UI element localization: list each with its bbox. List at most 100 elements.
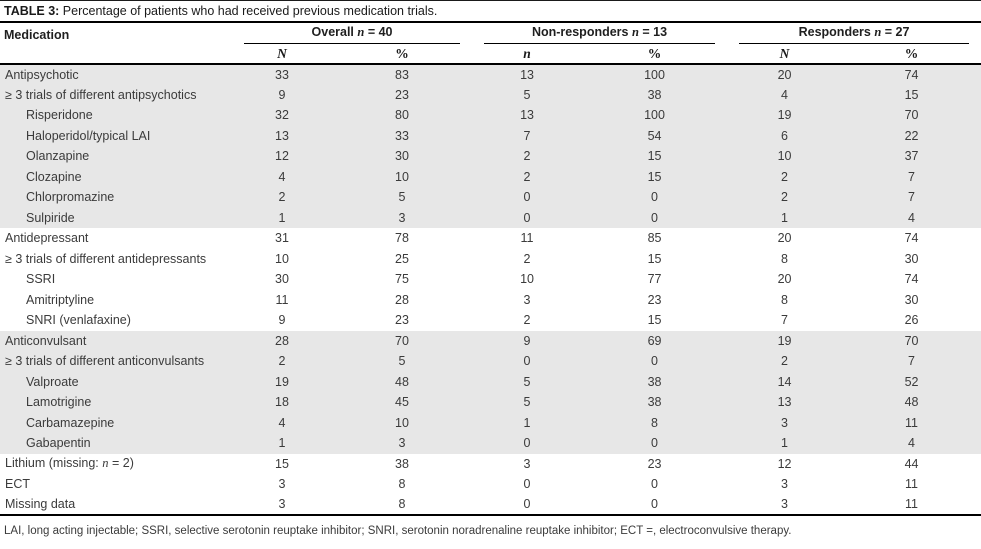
value-cell: 1 — [278, 436, 286, 451]
value-cell: 15 — [647, 251, 662, 266]
subcol-overall-N: N — [232, 44, 332, 65]
table-body: Antipsychotic 33 83 13 100 20 74 ≥ 3 trials of … — [0, 64, 981, 515]
value-cell: 70 — [904, 108, 919, 123]
value-cell: 52 — [904, 374, 919, 389]
value-cell: 3 — [523, 456, 531, 471]
value-cell: 48 — [904, 395, 919, 410]
value-cell: 2 — [523, 149, 531, 164]
value-cell: 45 — [395, 395, 409, 410]
medication-label: Lamotrigine — [26, 395, 92, 410]
value-cell: 38 — [395, 456, 409, 471]
value-cell: 11 — [905, 477, 919, 492]
value-cell: 15 — [904, 87, 919, 102]
medication-label: Sulpiride — [26, 210, 75, 225]
medication-label: Antipsychotic — [5, 67, 79, 82]
value-cell: 4 — [781, 87, 788, 102]
value-cell: 8 — [781, 292, 788, 307]
medication-label: Carbamazepine — [26, 415, 115, 430]
subcol-resp-pct: % — [842, 44, 981, 65]
value-cell: 2 — [523, 313, 531, 328]
group-resp-prefix: Responders — [798, 25, 875, 39]
value-cell: 0 — [651, 436, 658, 451]
medication-label: SSRI — [26, 272, 56, 287]
subcol-overall-pct: % — [332, 44, 473, 65]
value-cell: 13 — [777, 395, 792, 410]
table-row: Carbamazepine 4 10 1 8 3 11 — [0, 412, 981, 433]
value-cell: 1 — [523, 415, 531, 430]
subcolumn-header-row: N % n % N % — [0, 44, 981, 65]
table-title: TABLE 3: Percentage of patients who had … — [0, 0, 981, 23]
value-cell: 3 — [278, 477, 286, 492]
value-cell: 33 — [395, 128, 409, 143]
value-cell: 0 — [523, 477, 531, 492]
table-row: Antidepressant 31 78 11 85 20 74 — [0, 228, 981, 249]
table-row: ECT 3 8 0 0 3 11 — [0, 474, 981, 495]
value-cell: 3 — [781, 415, 788, 430]
value-cell: 0 — [651, 354, 658, 369]
value-cell: 80 — [395, 108, 409, 123]
table-row: Lithium (missing: n = 2) 15 38 3 23 12 44 — [0, 454, 981, 475]
medication-label: Valproate — [26, 374, 79, 389]
table-row: Anticonvulsant 28 70 9 69 19 70 — [0, 330, 981, 351]
value-cell: 28 — [395, 292, 409, 307]
value-cell: 5 — [523, 87, 531, 102]
table-row: Missing data 3 8 0 0 3 11 — [0, 495, 981, 516]
value-cell: 20 — [777, 67, 792, 82]
value-cell: 0 — [651, 477, 658, 492]
value-cell: 74 — [904, 67, 919, 82]
value-cell: 0 — [523, 190, 531, 205]
value-cell: 12 — [275, 149, 289, 164]
medication-label: ≥ 3 trials of different antipsychotics — [5, 87, 197, 102]
value-cell: 3 — [523, 292, 531, 307]
group-resp-count: = 27 — [881, 25, 910, 39]
medication-label: ≥ 3 trials of different antidepressants — [5, 251, 207, 266]
table-row: Valproate 19 48 5 38 14 52 — [0, 371, 981, 392]
value-cell: 26 — [904, 313, 919, 328]
table-row: Risperidone 32 80 13 100 19 70 — [0, 105, 981, 126]
value-cell: 15 — [275, 456, 289, 471]
value-cell: 14 — [777, 374, 792, 389]
group-header-non-responders: Non-responders n = 13 — [472, 23, 727, 44]
medication-label: Chlorpromazine — [26, 190, 115, 205]
value-cell: 30 — [395, 149, 409, 164]
value-cell: 10 — [395, 169, 409, 184]
value-cell: 19 — [275, 374, 289, 389]
value-cell: 32 — [275, 108, 289, 123]
table-row: ≥ 3 trials of different antidepressants 1… — [0, 249, 981, 270]
medication-label: Antidepressant — [5, 231, 89, 246]
value-cell: 23 — [395, 87, 409, 102]
value-cell: 7 — [908, 190, 915, 205]
value-cell: 3 — [781, 477, 788, 492]
medication-label: Anticonvulsant — [5, 333, 87, 348]
value-cell: 15 — [647, 313, 662, 328]
value-cell: 7 — [781, 313, 788, 328]
subcol-nonresp-pct: % — [582, 44, 728, 65]
medication-label: SNRI (venlafaxine) — [26, 313, 131, 328]
value-cell: 1 — [781, 210, 788, 225]
value-cell: 4 — [278, 169, 286, 184]
value-cell: 9 — [523, 333, 531, 348]
value-cell: 8 — [781, 251, 788, 266]
value-cell: 5 — [398, 190, 406, 205]
table-row: Chlorpromazine 2 5 0 0 2 7 — [0, 187, 981, 208]
value-cell: 38 — [647, 395, 662, 410]
value-cell: 48 — [395, 374, 409, 389]
medication-label: ECT — [5, 477, 30, 492]
value-cell: 15 — [647, 149, 662, 164]
value-cell: 20 — [777, 231, 792, 246]
medication-label: Lithium (missing: n = 2) — [5, 456, 134, 471]
medication-label: Olanzapine — [26, 149, 90, 164]
value-cell: 38 — [647, 87, 662, 102]
column-header-medication: Medication — [0, 23, 232, 65]
value-cell: 78 — [395, 231, 409, 246]
value-cell: 4 — [908, 436, 915, 451]
table-row: Lamotrigine 18 45 5 38 13 48 — [0, 392, 981, 413]
value-cell: 7 — [523, 128, 531, 143]
table-row: SSRI 30 75 10 77 20 74 — [0, 269, 981, 290]
value-cell: 11 — [275, 292, 289, 307]
value-cell: 5 — [523, 374, 531, 389]
table-row: Clozapine 4 10 2 15 2 7 — [0, 166, 981, 187]
group-overall-prefix: Overall — [311, 25, 358, 39]
table-row: ≥ 3 trials of different antipsychotics 9 2… — [0, 84, 981, 105]
value-cell: 0 — [523, 210, 531, 225]
